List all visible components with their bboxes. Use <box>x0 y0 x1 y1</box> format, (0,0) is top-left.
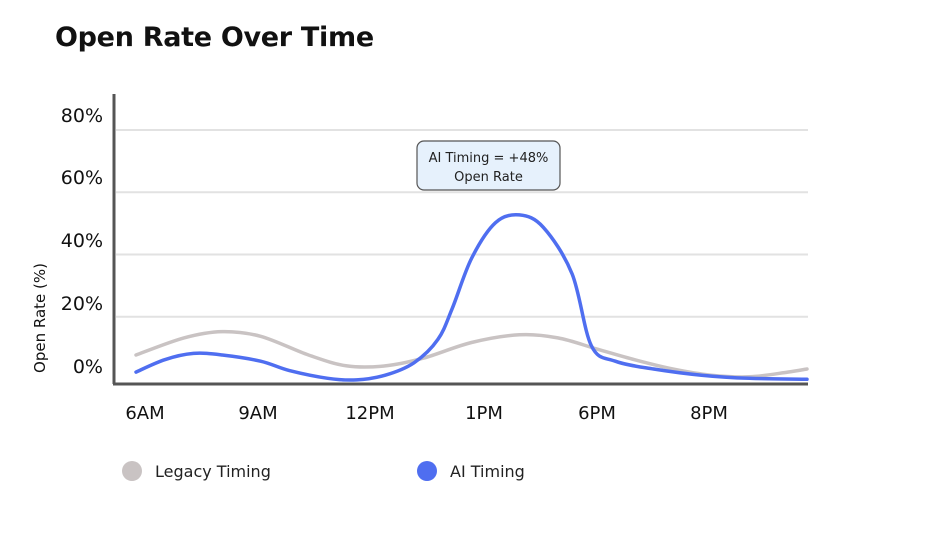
legend-item-legacy[interactable]: Legacy Timing <box>122 461 271 481</box>
x-tick-label: 6AM <box>125 403 164 424</box>
y-tick-label: 80% <box>61 105 103 127</box>
annotation-box <box>416 140 561 191</box>
x-tick-label: 8PM <box>690 403 728 424</box>
annotation-callout: AI Timing = +48% Open Rate <box>416 140 561 191</box>
y-tick-labels: 0% 20% 40% 60% 80% <box>61 105 103 378</box>
x-tick-label: 12PM <box>345 403 394 424</box>
y-tick-label: 0% <box>73 356 103 378</box>
series-line-legacy <box>134 329 809 379</box>
legend-swatch-ai <box>417 461 437 481</box>
axes <box>112 94 808 386</box>
x-tick-label: 6PM <box>578 403 616 424</box>
legend: Legacy Timing AI Timing <box>122 461 525 481</box>
series-line-ai <box>134 212 809 382</box>
y-tick-label: 20% <box>61 293 103 315</box>
x-tick-label: 1PM <box>465 403 503 424</box>
annotation-line1: AI Timing = +48% <box>429 151 549 166</box>
grid-lines <box>116 129 808 318</box>
chart-title: Open Rate Over Time <box>55 22 374 53</box>
y-axis-title: Open Rate (%) <box>31 263 49 373</box>
legend-item-ai[interactable]: AI Timing <box>417 461 525 481</box>
x-tick-labels: 6AM 9AM 12PM 1PM 6PM 8PM <box>125 403 728 424</box>
x-tick-label: 9AM <box>238 403 277 424</box>
legend-label-ai: AI Timing <box>450 462 525 481</box>
legend-label-legacy: Legacy Timing <box>155 462 271 481</box>
y-tick-label: 40% <box>61 230 103 252</box>
annotation-line2: Open Rate <box>454 170 523 185</box>
y-tick-label: 60% <box>61 167 103 189</box>
legend-swatch-legacy <box>122 461 142 481</box>
series-lines <box>134 212 809 382</box>
